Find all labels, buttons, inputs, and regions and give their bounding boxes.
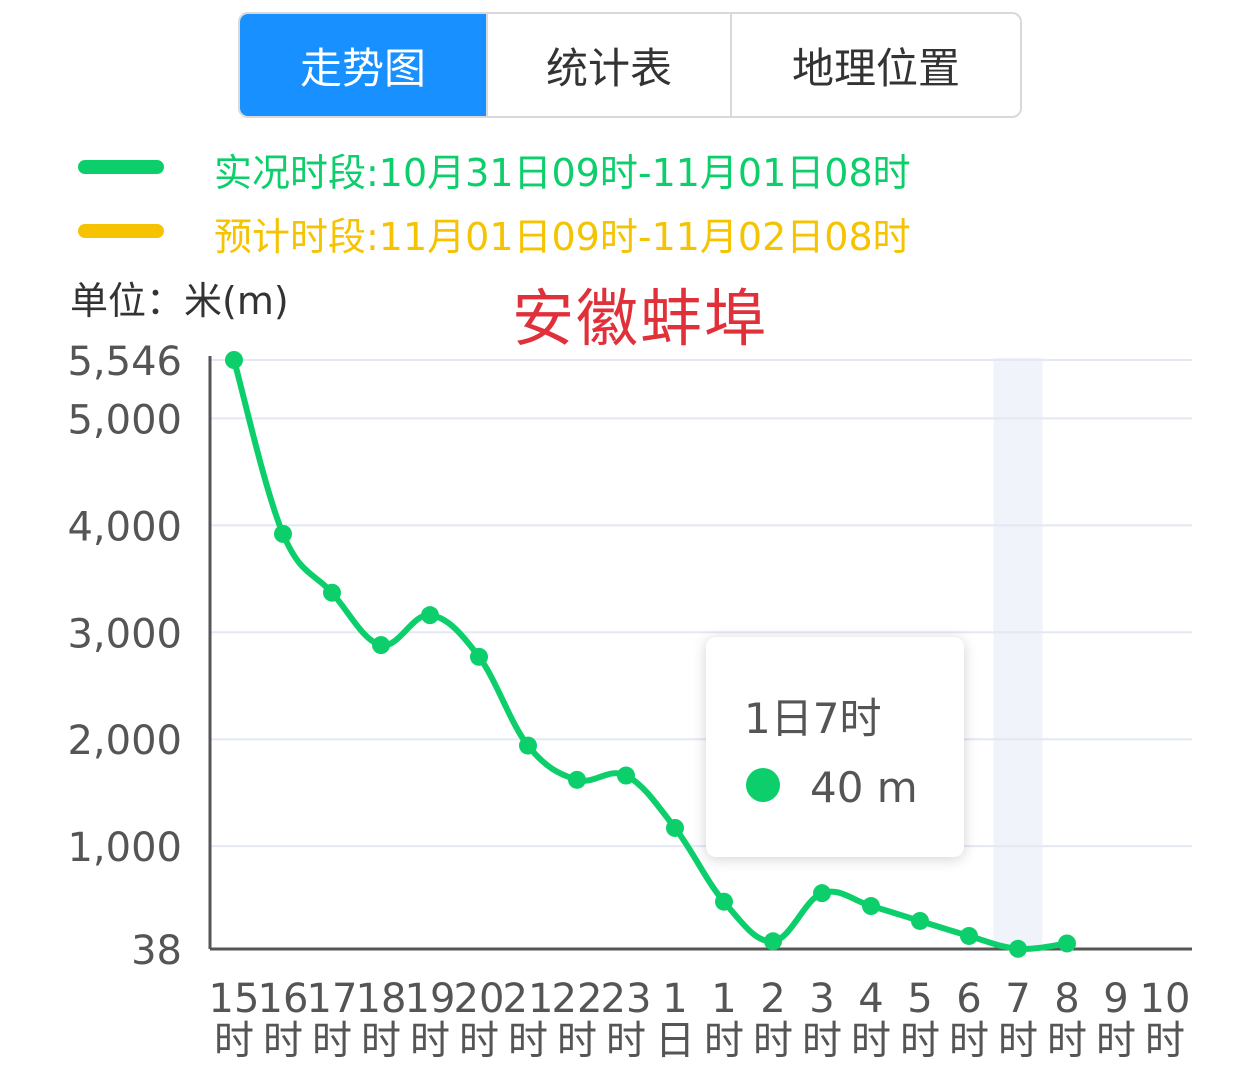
- unit-label: 单位：米(m): [70, 279, 289, 323]
- chart-tooltip: 1日7时 40 m: [706, 637, 964, 857]
- x-tick-label: 8: [1054, 976, 1079, 1022]
- data-point: [715, 892, 733, 911]
- legend-text-forecast: 预计时段:11月01日09时-11月02日08时: [214, 215, 911, 259]
- y-tick-label: 5,546: [67, 339, 182, 385]
- x-tick-label: 16: [258, 976, 309, 1022]
- x-tick-label: 4: [858, 976, 883, 1022]
- x-tick-label: 5: [907, 976, 932, 1022]
- x-tick-label: 20: [454, 976, 505, 1022]
- tooltip-time: 1日7时: [744, 694, 882, 743]
- x-tick-label: 2: [760, 976, 785, 1022]
- x-tick-label-unit: 时: [1047, 1018, 1087, 1064]
- legend-swatch-forecast: [78, 224, 164, 238]
- x-tick-label-unit: 时: [312, 1018, 352, 1064]
- x-tick-label: 21: [503, 976, 554, 1022]
- x-tick-label: 10: [1140, 976, 1191, 1022]
- data-point: [470, 647, 488, 666]
- x-tick-label: 17: [307, 976, 358, 1022]
- x-tick-label: 1: [662, 976, 687, 1022]
- legend-text-observed: 实况时段:10月31日09时-11月01日08时: [214, 151, 911, 195]
- data-point: [911, 911, 929, 930]
- data-point: [519, 736, 537, 755]
- view-tab-bar: 走势图 统计表 地理位置: [238, 12, 1022, 118]
- y-tick-label: 4,000: [67, 504, 182, 550]
- data-point: [764, 932, 782, 951]
- data-point: [1058, 934, 1076, 953]
- x-tick-label: 19: [405, 976, 456, 1022]
- x-tick-label: 3: [809, 976, 834, 1022]
- x-tick-label-unit: 时: [214, 1018, 254, 1064]
- highlight-band: [993, 358, 1043, 949]
- x-tick-label: 9: [1103, 976, 1128, 1022]
- x-tick-label-unit: 时: [1145, 1018, 1185, 1064]
- x-tick-label-unit: 时: [410, 1018, 450, 1064]
- x-tick-label-unit: 时: [459, 1018, 499, 1064]
- tooltip-series-dot: [746, 768, 780, 802]
- y-tick-label: 1,000: [67, 825, 182, 871]
- y-tick-label: 2,000: [67, 718, 182, 764]
- x-tick-label: 23: [601, 976, 652, 1022]
- tab-statistics-table[interactable]: 统计表: [486, 14, 730, 116]
- data-point: [225, 351, 243, 369]
- tab-geo-location[interactable]: 地理位置: [730, 14, 1020, 116]
- x-tick-label-unit: 时: [361, 1018, 401, 1064]
- x-tick-label-unit: 时: [557, 1018, 597, 1064]
- data-point: [1009, 939, 1027, 958]
- x-tick-label: 15: [209, 976, 260, 1022]
- data-point: [617, 766, 635, 785]
- y-tick-label: 5,000: [67, 397, 182, 443]
- data-point: [568, 770, 586, 789]
- x-tick-label-unit: 时: [949, 1018, 989, 1064]
- x-tick-label-unit: 时: [704, 1018, 744, 1064]
- tooltip-value: 40 m: [810, 763, 918, 812]
- tab-trend-chart[interactable]: 走势图: [240, 14, 486, 116]
- data-point: [862, 897, 880, 916]
- x-tick-label-unit: 时: [998, 1018, 1038, 1064]
- x-tick-label-unit: 时: [508, 1018, 548, 1064]
- x-tick-label-unit: 时: [1096, 1018, 1136, 1064]
- x-tick-label: 18: [356, 976, 407, 1022]
- x-tick-label: 6: [956, 976, 981, 1022]
- x-tick-label: 1: [711, 976, 736, 1022]
- x-tick-label-unit: 时: [263, 1018, 303, 1064]
- y-tick-label: 3,000: [67, 611, 182, 657]
- x-tick-label-unit: 时: [606, 1018, 646, 1064]
- data-point: [421, 606, 439, 625]
- data-point: [813, 884, 831, 903]
- legend-swatch-observed: [78, 160, 164, 174]
- x-tick-label: 22: [552, 976, 603, 1022]
- x-tick-label: 7: [1005, 976, 1030, 1022]
- location-title: 安徽蚌埠: [512, 282, 769, 355]
- data-point: [666, 818, 684, 837]
- data-point: [274, 524, 292, 543]
- data-point: [960, 926, 978, 945]
- x-tick-label-unit: 时: [900, 1018, 940, 1064]
- x-tick-label-unit: 时: [851, 1018, 891, 1064]
- x-tick-label-unit: 日: [655, 1018, 695, 1064]
- y-tick-label: 38: [131, 928, 182, 974]
- x-tick-label-unit: 时: [802, 1018, 842, 1064]
- data-point: [372, 636, 390, 655]
- data-point: [323, 583, 341, 602]
- x-tick-label-unit: 时: [753, 1018, 793, 1064]
